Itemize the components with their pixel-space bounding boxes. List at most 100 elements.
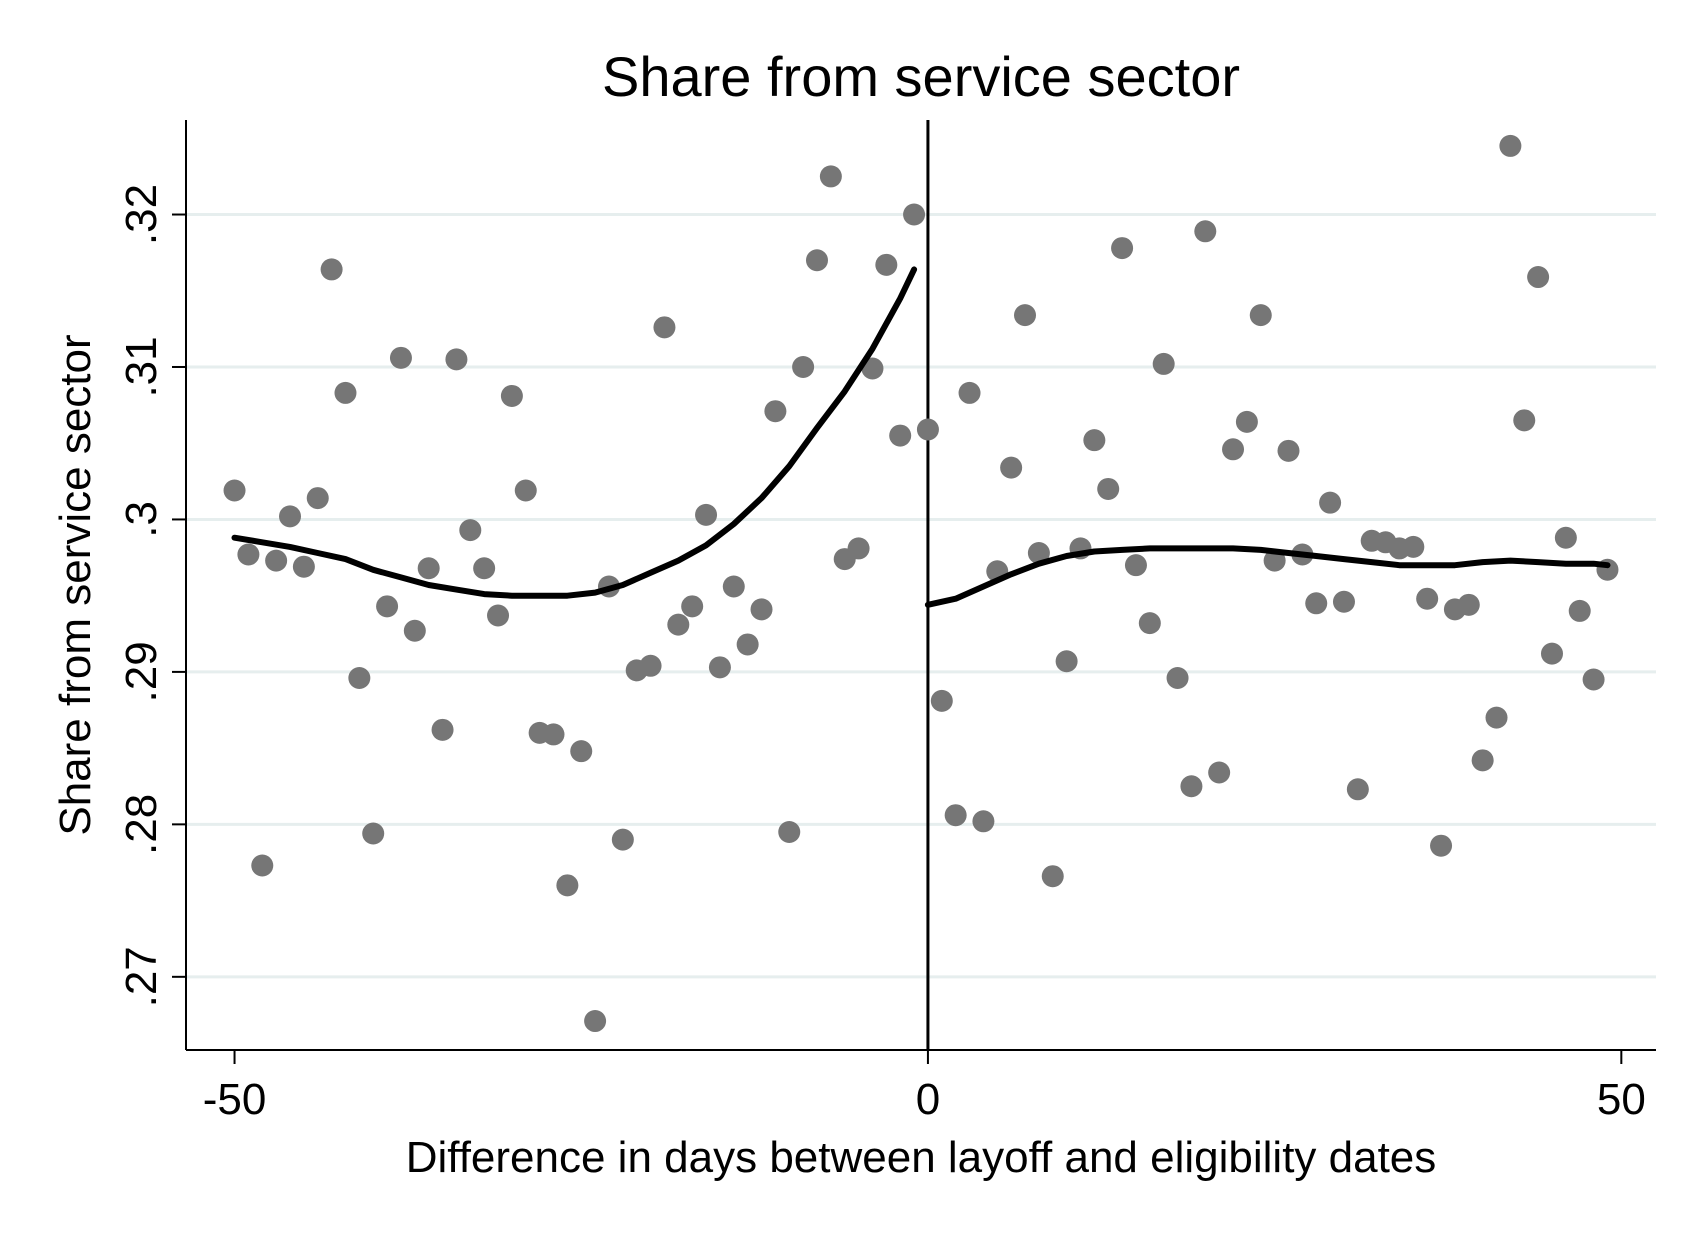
scatter-point xyxy=(1471,749,1494,772)
scatter-point xyxy=(1499,134,1522,157)
scatter-point xyxy=(334,381,357,404)
scatter-point xyxy=(514,479,537,502)
scatter-point xyxy=(1027,541,1050,564)
scatter-point xyxy=(487,604,510,627)
scatter-point xyxy=(972,810,995,833)
scatter-point xyxy=(556,874,579,897)
scatter-points xyxy=(223,134,1619,1033)
scatter-point xyxy=(570,740,593,763)
scatter-point xyxy=(764,400,787,423)
scatter-point xyxy=(1568,599,1591,622)
scatter-point xyxy=(306,487,329,510)
scatter-point xyxy=(1263,549,1286,572)
scatter-point xyxy=(320,258,343,281)
scatter-point xyxy=(778,820,801,843)
scatter-point xyxy=(403,619,426,642)
scatter-point xyxy=(237,543,260,566)
scatter-point xyxy=(1540,642,1563,665)
scatter-point xyxy=(736,633,759,656)
y-axis-label: Share from service sector xyxy=(51,334,100,835)
scatter-point xyxy=(1305,592,1328,615)
scatter-point xyxy=(639,654,662,677)
scatter-point xyxy=(1457,593,1480,616)
scatter-point xyxy=(930,689,953,712)
scatter-point xyxy=(681,595,704,618)
scatter-point xyxy=(1111,237,1134,260)
scatter-point xyxy=(1097,477,1120,500)
scatter-point xyxy=(1485,706,1508,729)
scatter-point xyxy=(389,346,412,369)
scatter-point xyxy=(667,613,690,636)
scatter-point xyxy=(1180,775,1203,798)
fit-line-right xyxy=(924,545,1611,608)
y-tick-label: .28 xyxy=(117,794,166,855)
scatter-point xyxy=(903,203,926,226)
scatter-point xyxy=(459,519,482,542)
scatter-point xyxy=(1346,778,1369,801)
scatter-point xyxy=(417,557,440,580)
scatter-point xyxy=(819,165,842,188)
scatter-point xyxy=(1249,304,1272,327)
scatter-point xyxy=(1014,304,1037,327)
scatter-point xyxy=(1319,491,1342,514)
y-tick-label: .32 xyxy=(117,184,166,245)
fit-line-left xyxy=(231,266,918,599)
scatter-point xyxy=(944,804,967,827)
scatter-point xyxy=(875,253,898,276)
scatter-point xyxy=(1430,834,1453,857)
scatter-point xyxy=(722,575,745,598)
scatter-point xyxy=(376,595,399,618)
scatter-point xyxy=(584,1010,607,1033)
y-tick-label: .29 xyxy=(117,641,166,702)
x-tick-label: -50 xyxy=(203,1075,267,1124)
fit-lines xyxy=(231,266,1611,608)
scatter-point xyxy=(445,348,468,371)
scatter-point xyxy=(653,316,676,339)
scatter-point xyxy=(265,549,288,572)
scatter-point xyxy=(1055,650,1078,673)
scatter-point xyxy=(805,249,828,272)
scatter-point xyxy=(279,505,302,528)
scatter-point xyxy=(1083,429,1106,452)
scatter-point xyxy=(861,357,884,380)
scatter-point xyxy=(1235,410,1258,433)
scatter-point xyxy=(708,656,731,679)
scatter-point xyxy=(1194,220,1217,243)
scatter-point xyxy=(695,503,718,526)
scatter-point xyxy=(1041,865,1064,888)
scatter-point xyxy=(1000,456,1023,479)
scatter-point xyxy=(1138,612,1161,635)
scatter-point xyxy=(1554,526,1577,549)
scatter-point xyxy=(958,381,981,404)
scatter-point xyxy=(1513,409,1536,432)
scatter-point xyxy=(1208,761,1231,784)
scatter-point xyxy=(1402,535,1425,558)
scatter-point xyxy=(251,854,274,877)
y-tick-label: .27 xyxy=(117,946,166,1007)
x-axis-label: Difference in days between layoff and el… xyxy=(406,1133,1437,1182)
scatter-point xyxy=(1527,266,1550,289)
scatter-point xyxy=(431,718,454,741)
scatter-point xyxy=(1277,439,1300,462)
x-tick-label: 0 xyxy=(916,1075,940,1124)
scatter-point xyxy=(348,667,371,689)
scatter-point xyxy=(473,557,496,580)
axis-ticks: .27 .28 .29 .3 .31 .32 -50 0 50 xyxy=(117,184,1646,1124)
scatter-point xyxy=(889,424,912,447)
scatter-point xyxy=(223,479,246,502)
scatter-point xyxy=(1152,352,1175,375)
scatter-point xyxy=(362,822,385,845)
y-tick-label: .31 xyxy=(117,336,166,397)
scatter-point xyxy=(542,723,565,746)
scatter-point xyxy=(1166,667,1189,689)
scatter-point xyxy=(847,537,870,560)
scatter-point xyxy=(750,598,773,621)
scatter-point xyxy=(500,384,523,407)
scatter-point xyxy=(792,355,815,378)
scatter-point xyxy=(611,828,634,851)
x-tick-label: 50 xyxy=(1597,1075,1646,1124)
scatter-point xyxy=(292,555,315,578)
scatter-point xyxy=(1332,590,1355,613)
